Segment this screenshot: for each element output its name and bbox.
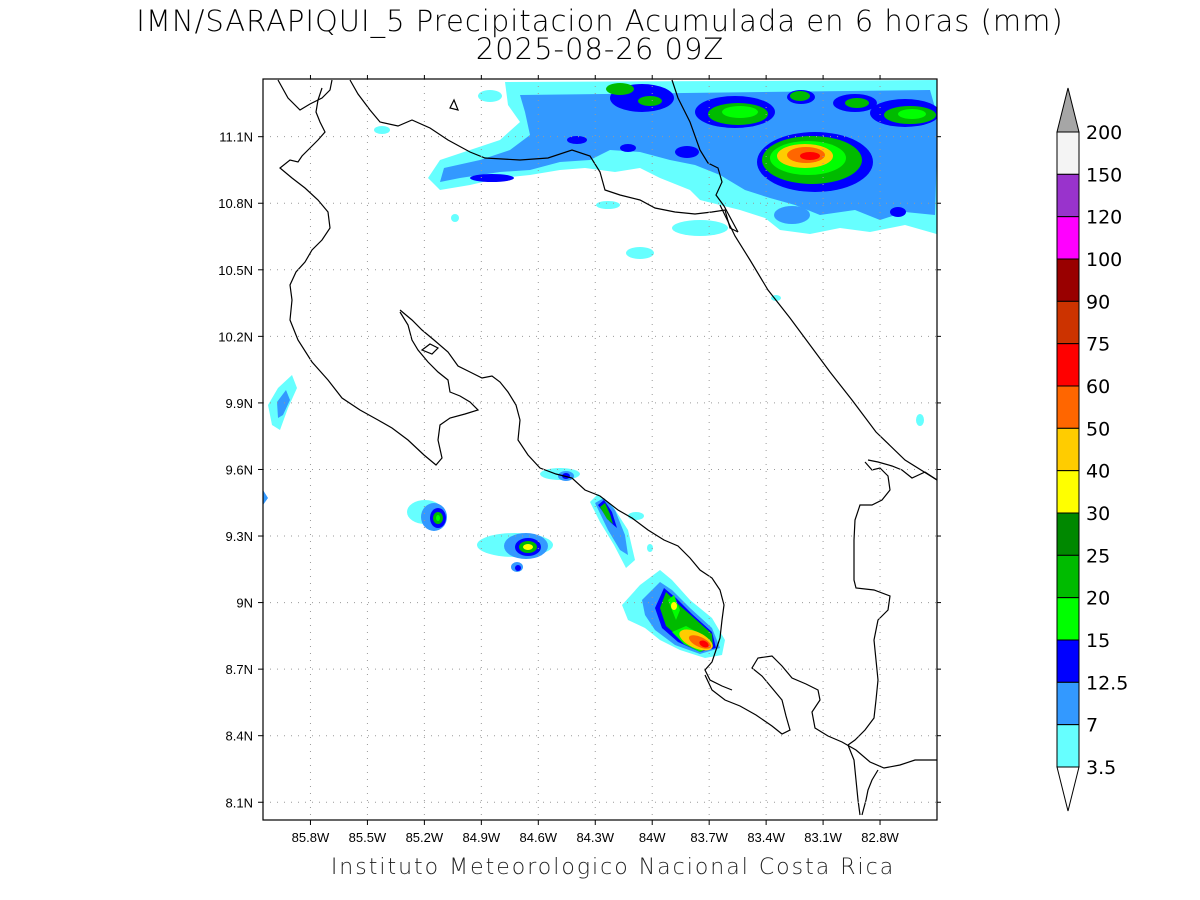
y-tick-label: 8.1N (226, 795, 253, 810)
legend-label: 12.5 (1086, 672, 1128, 694)
legend-label: 150 (1086, 164, 1122, 186)
legend-swatch (1056, 724, 1080, 768)
y-tick-label: 9.3N (226, 529, 253, 544)
y-axis-ticks: 11.1N 10.8N 10.5N 10.2N 9.9N 9.6N 9.3N 9N 8.7N 8.… (218, 130, 941, 810)
coastline-borders (277, 79, 937, 816)
lat-lon-grid (263, 79, 937, 820)
legend-swatch (1056, 427, 1080, 472)
legend-label: 3.5 (1086, 757, 1116, 779)
legend-label: 25 (1086, 545, 1110, 567)
legend-label: 40 (1086, 461, 1110, 483)
legend-swatch (1056, 300, 1080, 345)
legend-swatch (1056, 385, 1080, 429)
y-tick-label: 9N (236, 596, 253, 611)
color-legend: 200 150 120 100 90 75 60 50 40 30 25 20 15 12.5 7 3.5 (1056, 87, 1128, 812)
legend-swatch (1056, 470, 1080, 514)
legend-label: 50 (1086, 418, 1110, 440)
legend-label: 120 (1086, 207, 1122, 229)
x-tick-label: 84W (639, 830, 666, 845)
legend-swatch (1056, 597, 1080, 641)
legend-swatch (1056, 512, 1080, 556)
x-tick-label: 82.8W (861, 830, 899, 845)
y-tick-label: 10.5N (218, 263, 253, 278)
x-tick-label: 83.1W (804, 830, 842, 845)
map-frame (262, 78, 938, 821)
legend-swatch (1056, 131, 1080, 175)
legend-label: 20 (1086, 588, 1110, 610)
x-tick-label: 84.3W (576, 830, 614, 845)
y-tick-label: 10.2N (218, 329, 253, 344)
y-tick-label: 11.1N (219, 130, 253, 145)
legend-swatch (1056, 258, 1080, 302)
legend-over-arrow (1056, 87, 1080, 133)
x-tick-label: 84.9W (463, 830, 501, 845)
x-tick-label: 84.6W (520, 830, 558, 845)
x-tick-label: 83.4W (747, 830, 785, 845)
legend-label: 75 (1086, 334, 1110, 356)
legend-swatch (1056, 216, 1080, 260)
y-tick-label: 8.4N (226, 729, 253, 744)
legend-label: 15 (1086, 630, 1110, 652)
map-valid-time: 2025-08-26 09Z (475, 32, 725, 66)
legend-swatch (1056, 681, 1080, 726)
x-axis-ticks: 85.8W 85.5W 85.2W 84.9W 84.6W 84.3W 84W 83.7W 83… (292, 75, 900, 845)
legend-swatch (1056, 554, 1080, 599)
legend-label: 90 (1086, 291, 1110, 313)
legend-label: 100 (1086, 249, 1122, 271)
y-tick-label: 9.9N (226, 396, 253, 411)
legend-label: 200 (1086, 122, 1122, 144)
y-tick-label: 9.6N (226, 462, 253, 477)
credit-footer: Instituto Meteorologico Nacional Costa R… (330, 855, 896, 880)
legend-swatch (1056, 173, 1080, 218)
y-tick-label: 8.7N (226, 662, 253, 677)
legend-under-arrow (1056, 766, 1080, 812)
x-tick-label: 85.8W (292, 830, 330, 845)
legend-label: 30 (1086, 503, 1110, 525)
y-tick-label: 10.8N (218, 196, 253, 211)
legend-swatch (1056, 343, 1080, 387)
legend-label: 60 (1086, 376, 1110, 398)
legend-swatch (1056, 639, 1080, 683)
x-tick-label: 83.7W (690, 830, 728, 845)
map-title: IMN/SARAPIQUI_5 Precipitacion Acumulada … (136, 4, 1064, 38)
x-tick-label: 85.2W (406, 830, 444, 845)
precipitation-shading (263, 80, 937, 658)
legend-label: 7 (1086, 715, 1098, 737)
x-tick-label: 85.5W (349, 830, 387, 845)
